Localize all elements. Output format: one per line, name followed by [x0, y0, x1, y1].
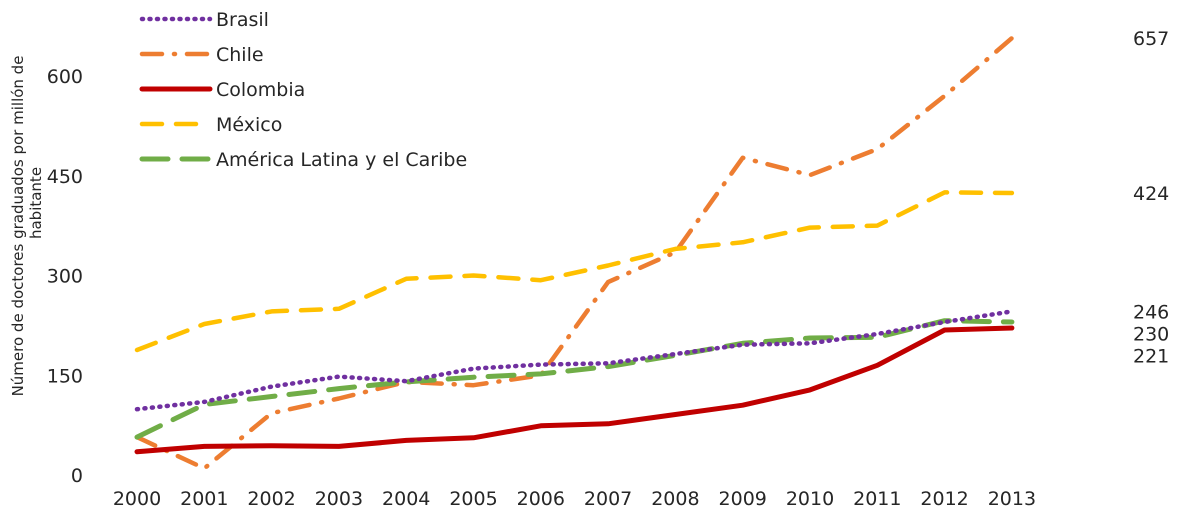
legend: Brasil Chile Colombia México América Latina …: [142, 9, 467, 171]
series-line-am-rica-latina-y-el-caribe: [137, 321, 1012, 437]
y-axis-title-line1: Número de doctores graduados por millón …: [9, 56, 27, 397]
legend-label: Colombia: [216, 79, 305, 101]
y-tick-label: 300: [47, 266, 83, 288]
x-tick-label: 2011: [853, 488, 901, 510]
series-lines: [137, 38, 1012, 469]
y-axis-title-line2: habitante: [27, 167, 45, 239]
x-tick-label: 2002: [247, 488, 295, 510]
x-tick-label: 2005: [449, 488, 497, 510]
end-value-label: 246: [1133, 301, 1169, 323]
x-tick-label: 2013: [988, 488, 1036, 510]
x-tick-label: 2007: [584, 488, 632, 510]
end-value-label: 221: [1133, 345, 1169, 367]
end-value-label: 230: [1133, 323, 1169, 345]
series-line-chile: [137, 38, 1012, 468]
end-value-label: 657: [1133, 28, 1169, 50]
y-axis-ticks: 0 150 300 450 600: [47, 66, 83, 487]
y-tick-label: 0: [71, 465, 83, 487]
legend-label: Chile: [216, 44, 264, 66]
x-tick-label: 2012: [920, 488, 968, 510]
y-tick-label: 450: [47, 166, 83, 188]
legend-label: Brasil: [216, 9, 269, 31]
legend-label: América Latina y el Caribe: [216, 149, 467, 171]
x-tick-label: 2009: [719, 488, 767, 510]
legend-label: México: [216, 114, 282, 136]
x-tick-label: 2003: [315, 488, 363, 510]
x-tick-label: 2000: [113, 488, 161, 510]
y-tick-label: 600: [47, 66, 83, 88]
x-tick-label: 2001: [180, 488, 228, 510]
end-value-label: 424: [1133, 183, 1169, 205]
x-tick-label: 2010: [786, 488, 834, 510]
x-axis-ticks: 2000 2001 2002 2003 2004 2005 2006 2007 2008 2009…: [113, 488, 1036, 510]
x-tick-label: 2004: [382, 488, 430, 510]
y-axis-title: Número de doctores graduados por millón …: [9, 56, 45, 397]
x-tick-label: 2006: [517, 488, 565, 510]
y-tick-label: 150: [47, 365, 83, 387]
series-line-colombia: [137, 328, 1012, 452]
x-tick-label: 2008: [651, 488, 699, 510]
